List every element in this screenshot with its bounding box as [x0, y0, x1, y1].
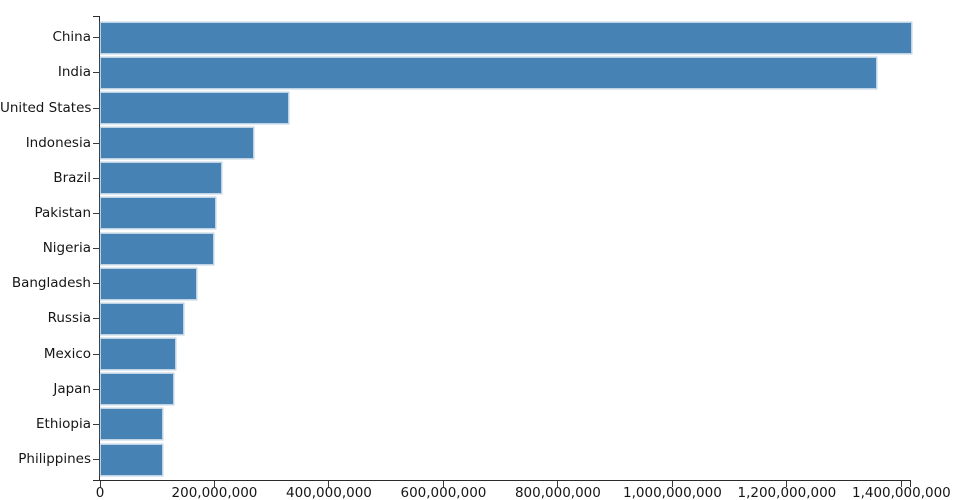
- x-tick-label: 400,000,000: [286, 484, 372, 500]
- x-tick: [671, 481, 673, 487]
- y-axis-bottom-outer-tick: [93, 480, 99, 481]
- y-tick-label: India: [57, 64, 91, 81]
- y-tick: [93, 142, 99, 144]
- x-tick-label: 200,000,000: [171, 484, 258, 500]
- x-tick-label: 0: [95, 484, 105, 500]
- y-tick: [93, 459, 99, 460]
- x-tick: [328, 481, 330, 487]
- bar: [100, 409, 163, 440]
- y-tick: [93, 107, 99, 109]
- y-tick: [93, 318, 99, 320]
- bar: [100, 128, 254, 159]
- bar: [100, 444, 162, 475]
- y-tick: [93, 423, 99, 425]
- x-tick-label: 1,400,000,000: [851, 484, 951, 500]
- y-tick-label: Ethiopia: [36, 415, 91, 432]
- bar: [100, 233, 213, 264]
- bar: [100, 163, 222, 194]
- bar: [100, 57, 876, 88]
- y-tick-label: United States: [0, 99, 92, 116]
- y-tick-label: Philippines: [18, 451, 91, 467]
- x-tick: [99, 481, 101, 487]
- y-tick-label: Mexico: [43, 345, 91, 362]
- y-axis-top-outer-tick: [93, 15, 99, 17]
- bar: [100, 93, 288, 123]
- x-tick: [442, 481, 444, 487]
- x-tick-label: 1,000,000,000: [623, 484, 722, 500]
- x-tick: [786, 481, 788, 487]
- y-tick: [93, 37, 99, 39]
- bar: [100, 268, 196, 299]
- y-tick-label: Nigeria: [42, 240, 91, 257]
- y-tick-label: Pakistan: [34, 204, 91, 221]
- y-tick: [93, 177, 99, 179]
- y-tick: [93, 388, 99, 390]
- bar: [100, 303, 183, 334]
- y-tick: [93, 212, 99, 214]
- y-tick-label: Japan: [53, 380, 91, 397]
- x-tick: [213, 481, 215, 487]
- y-tick: [93, 283, 99, 285]
- y-tick-label: Bangladesh: [11, 275, 91, 292]
- y-tick: [93, 72, 99, 74]
- y-tick-label: Indonesia: [25, 134, 91, 151]
- y-tick-label: Russia: [47, 310, 91, 327]
- x-axis-end-outer-tick: [910, 480, 911, 487]
- x-axis-line: [99, 480, 911, 481]
- y-tick: [93, 353, 99, 355]
- bar: [100, 374, 174, 405]
- bar: [100, 22, 911, 53]
- x-tick-label: 800,000,000: [514, 484, 601, 500]
- x-tick-label: 1,200,000,000: [737, 484, 837, 500]
- y-tick: [93, 248, 99, 250]
- y-tick-label: Brazil: [53, 169, 91, 186]
- y-axis-line: [99, 15, 100, 481]
- bar: [100, 198, 216, 229]
- x-tick-label: 600,000,000: [400, 484, 487, 500]
- y-tick-label: China: [52, 29, 91, 46]
- bar: [100, 339, 176, 370]
- x-tick: [557, 481, 559, 487]
- x-tick: [900, 481, 902, 487]
